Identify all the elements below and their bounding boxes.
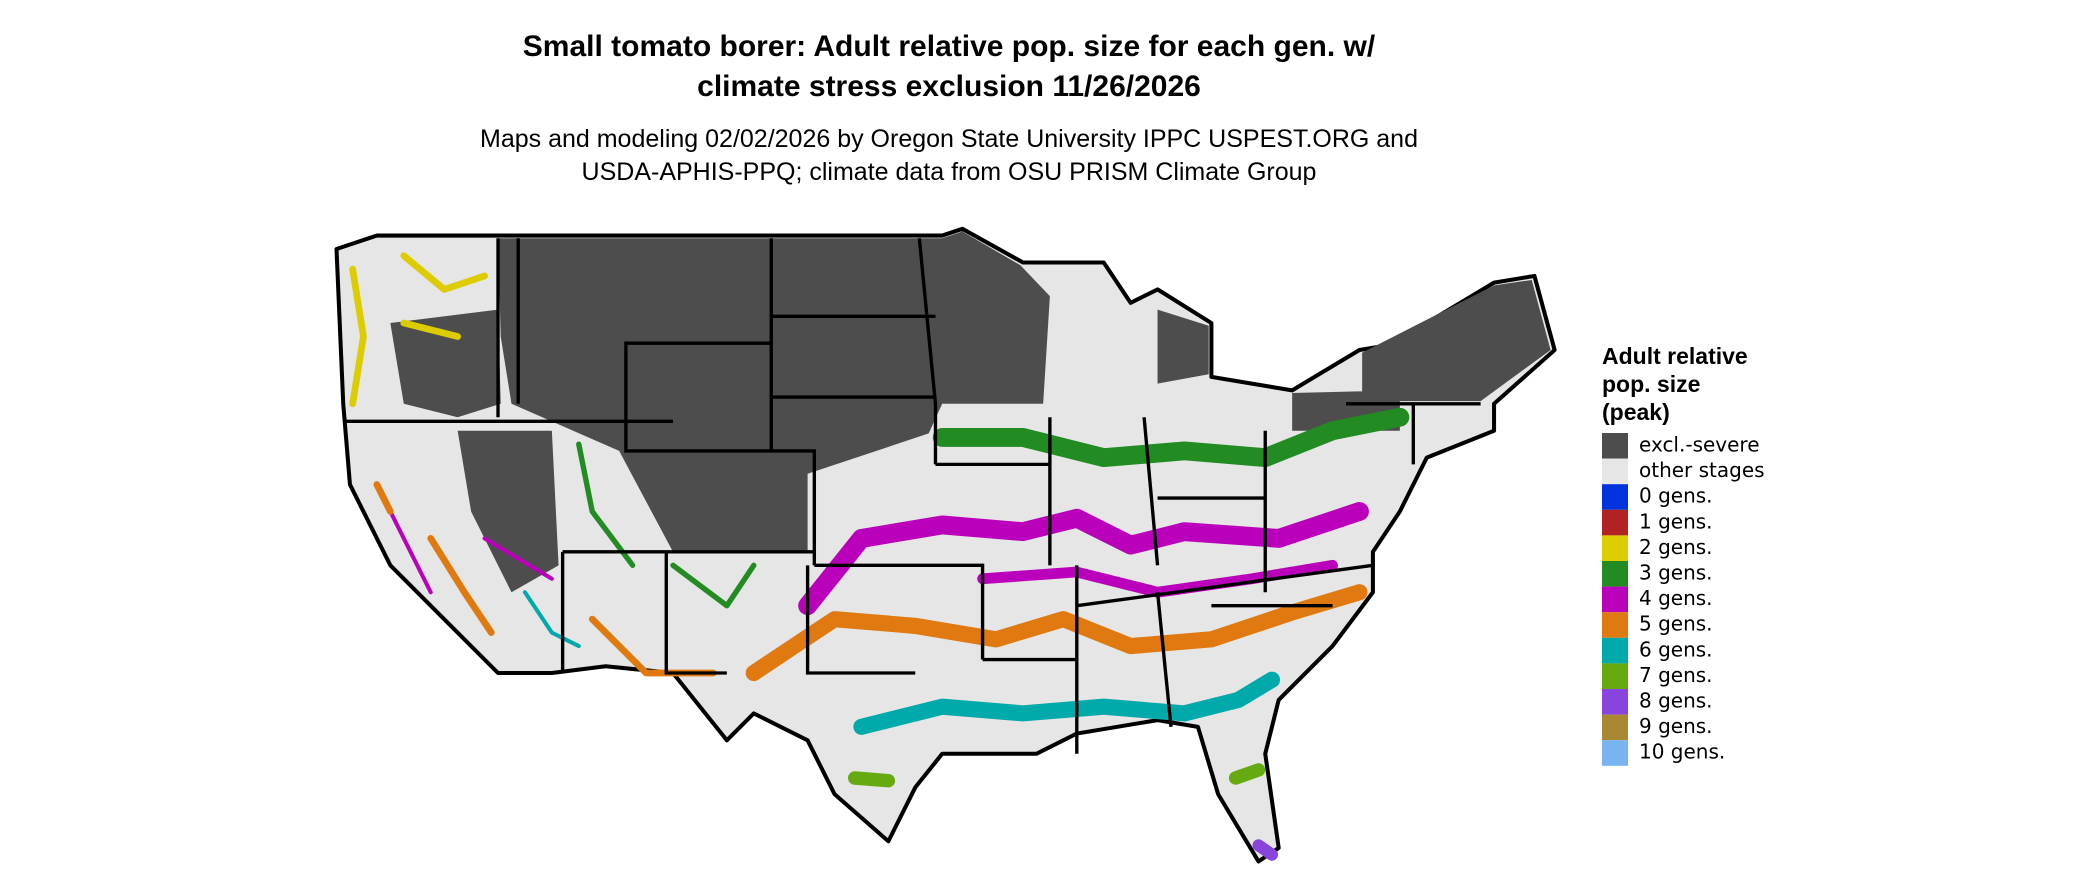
band-3-gens [932, 407, 1410, 468]
band-3-gens-west [576, 441, 757, 609]
legend-swatch [1602, 663, 1628, 689]
legend-label: 10 gens. [1639, 740, 1725, 764]
legend-swatch [1602, 689, 1628, 715]
legend-swatch [1602, 433, 1628, 459]
subtitle-line: Maps and modeling 02/02/2026 by Oregon S… [480, 125, 1418, 153]
legend-title: pop. size [1602, 371, 1700, 397]
legend-label: 4 gens. [1639, 586, 1713, 610]
subtitle-line: USDA-APHIS-PPQ; climate data from OSU PR… [582, 158, 1317, 186]
legend-swatch [1602, 458, 1628, 485]
legend-swatch [1602, 586, 1628, 613]
band-5-gens [745, 584, 1368, 682]
legend-label: 0 gens. [1639, 484, 1713, 508]
band-6-gens [853, 671, 1281, 735]
legend-label: 5 gens. [1639, 612, 1713, 636]
legend-label: 1 gens. [1639, 509, 1713, 533]
legend-swatch [1602, 612, 1628, 638]
excluded-west [390, 309, 559, 593]
map [334, 226, 1557, 864]
header: Small tomato borer: Adult relative pop. … [480, 30, 1418, 186]
legend-label: 2 gens. [1639, 535, 1713, 559]
legend-label: other stages [1639, 458, 1765, 482]
legend-swatch [1602, 637, 1628, 664]
legend-label: excl.-severe [1639, 433, 1760, 457]
band-4-gens [798, 502, 1369, 616]
legend-label: 8 gens. [1639, 689, 1713, 713]
band-4-gens-west [388, 509, 554, 595]
excluded-northeast [1292, 279, 1551, 431]
legend-title: Adult relative [1602, 343, 1748, 369]
band-2-gens [349, 252, 488, 408]
band-7-gens [847, 763, 1266, 788]
legend-swatch [1602, 714, 1628, 741]
legend-swatch [1602, 561, 1628, 587]
legend-label: 7 gens. [1639, 663, 1713, 687]
excluded-great-lakes [1157, 309, 1209, 384]
legend-label: 9 gens. [1639, 714, 1713, 738]
legend-swatch [1602, 509, 1628, 536]
legend-label: 6 gens. [1639, 637, 1713, 661]
legend-swatch [1602, 535, 1628, 561]
legend-title: (peak) [1602, 399, 1670, 425]
title-line: Small tomato borer: Adult relative pop. … [523, 30, 1376, 63]
generation-bands [349, 252, 1410, 861]
legend-swatch [1602, 484, 1628, 510]
legend-label: 3 gens. [1639, 561, 1713, 585]
excluded-north [498, 231, 1050, 552]
legend-swatch [1602, 740, 1628, 766]
title-line: climate stress exclusion 11/26/2026 [697, 70, 1201, 103]
band-8-gens [1252, 839, 1279, 861]
band-6-gens-west [522, 590, 581, 649]
state-borders [343, 238, 1481, 754]
